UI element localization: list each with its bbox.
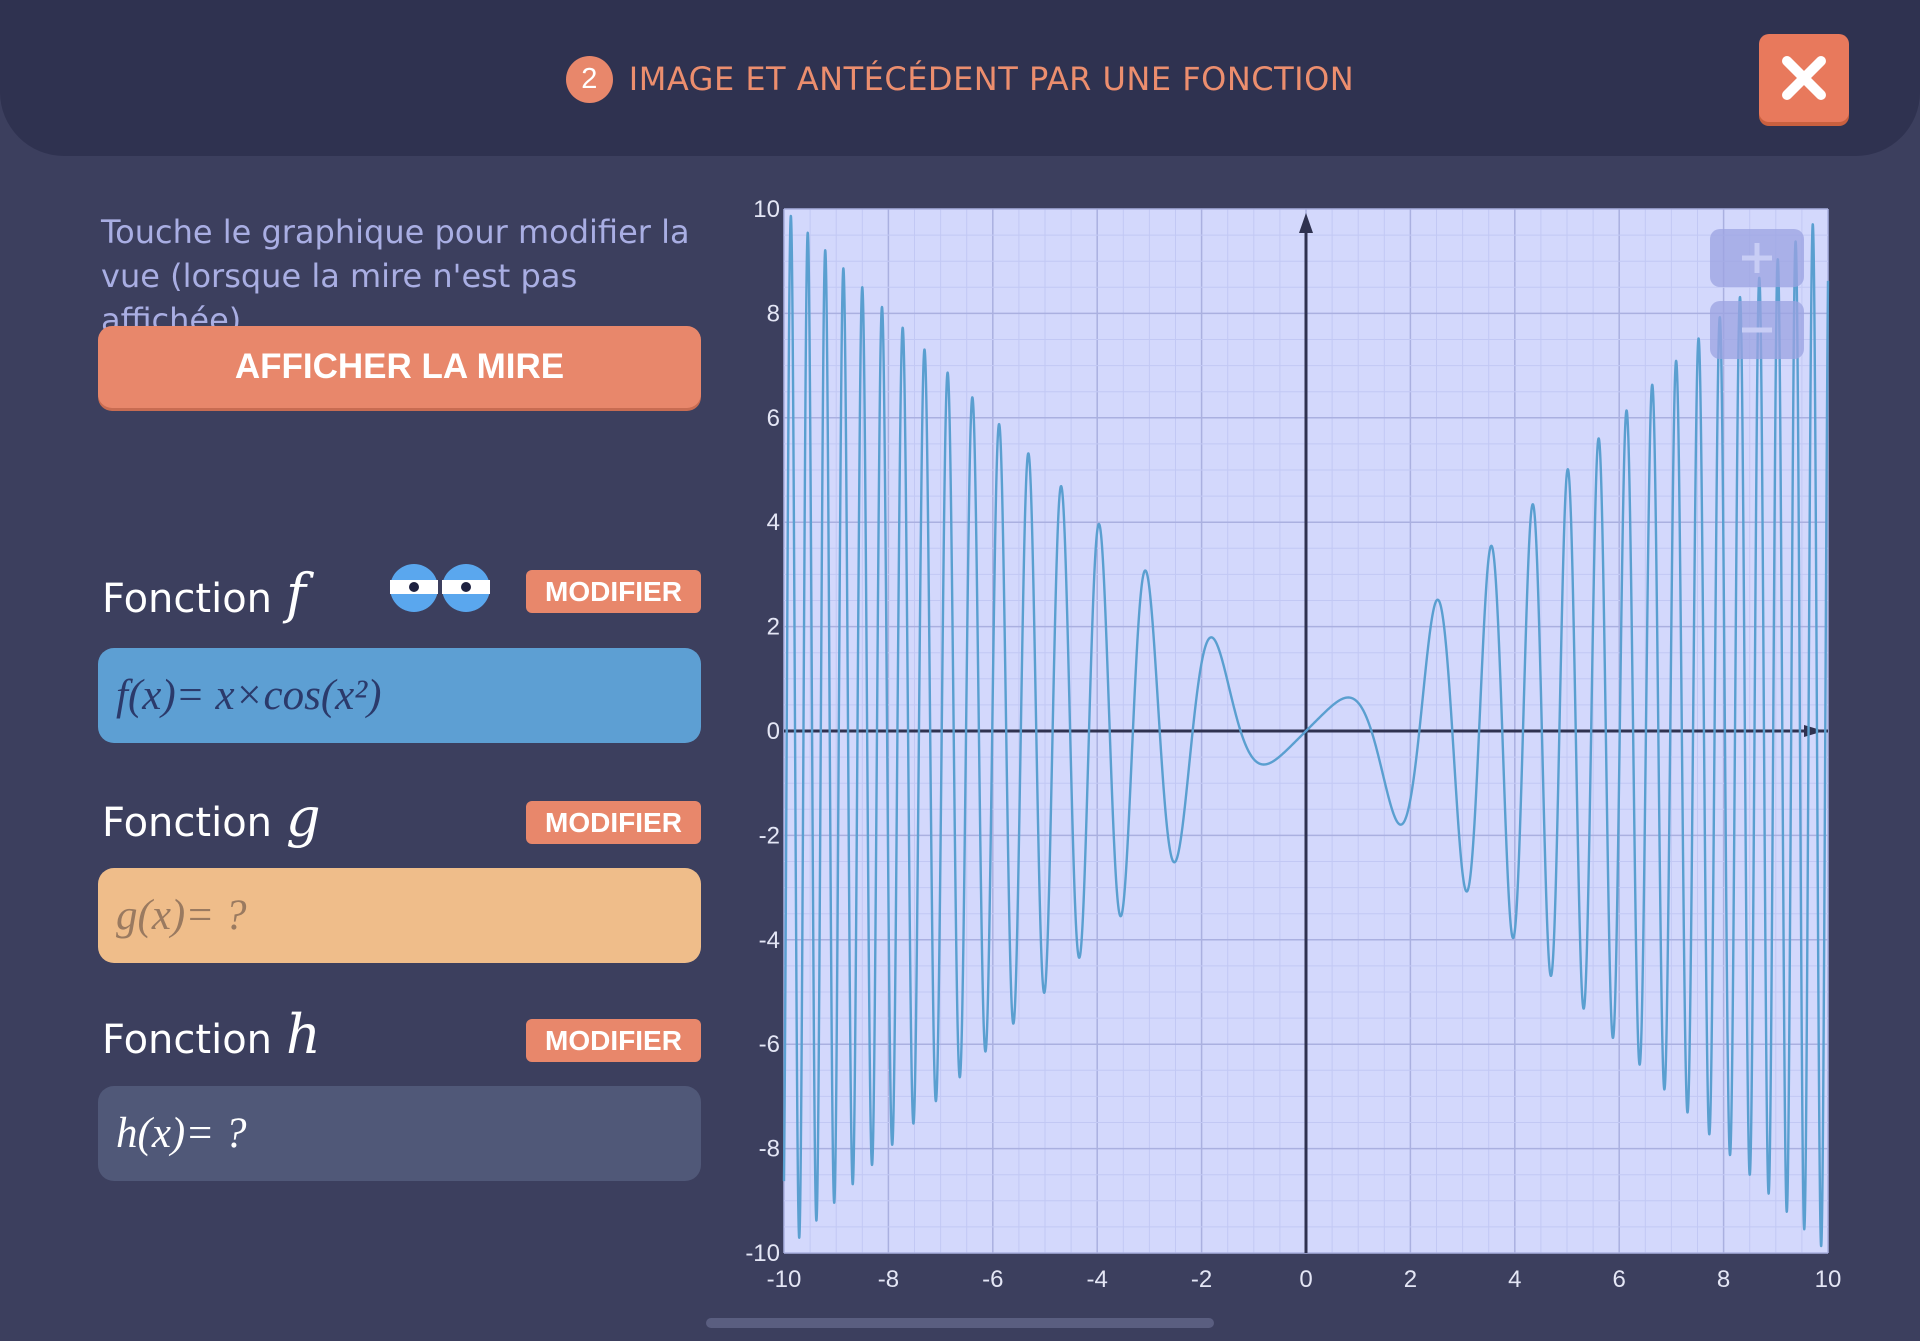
function-f-label: Fonction f: [102, 562, 306, 625]
function-f-label-text: Fonction: [102, 576, 273, 622]
function-h-formula[interactable]: h(x)= ?: [98, 1086, 701, 1181]
title-area: 2 IMAGE ET ANTÉCÉDENT PAR UNE FONCTION: [0, 52, 1920, 106]
y-axis-arrow: [1299, 213, 1313, 233]
y-tick-label: -8: [759, 1136, 780, 1163]
x-tick-label: 2: [1404, 1266, 1417, 1293]
function-f-curve: [782, 214, 1830, 1248]
y-tick-label: 2: [767, 614, 780, 641]
close-button[interactable]: [1759, 34, 1849, 122]
x-tick-label: 10: [1815, 1266, 1842, 1293]
horizontal-scrollbar[interactable]: [706, 1318, 1214, 1328]
close-x-icon: [1782, 56, 1826, 100]
y-tick-label: -10: [745, 1240, 780, 1267]
x-tick-label: -2: [1191, 1266, 1212, 1293]
y-tick-label: 0: [767, 718, 780, 745]
x-tick-label: 8: [1717, 1266, 1730, 1293]
step-badge: 2: [565, 55, 613, 103]
x-tick-label: 6: [1613, 1266, 1626, 1293]
modify-f-button[interactable]: MODIFIER: [526, 570, 701, 613]
modify-g-button[interactable]: MODIFIER: [526, 801, 701, 844]
function-g-label-text: Fonction: [102, 800, 273, 846]
instructions-line-1: Touche le graphique pour modifier la: [101, 213, 690, 251]
function-h-label-text: Fonction: [102, 1017, 273, 1063]
x-tick-label: -10: [767, 1266, 802, 1293]
function-graph[interactable]: -10 -8 -6 -4 -2 0 2 4 6 8 10 10 8 6 4 2 0 -2 -4 -6 -8 -10: [730, 190, 1850, 1300]
function-g-label: Fonction g: [102, 786, 321, 849]
function-g-letter: g: [286, 786, 321, 849]
instructions-text: Touche le graphique pour modifier la vue…: [101, 210, 721, 342]
x-tick-label: -8: [878, 1266, 899, 1293]
afficher-mire-button[interactable]: AFFICHER LA MIRE: [98, 326, 701, 408]
y-tick-label: 8: [767, 300, 780, 327]
function-f-letter: f: [286, 562, 307, 625]
y-tick-label: 4: [767, 509, 780, 536]
instructions-line-2: vue (lorsque la mire n'est pas affichée)…: [101, 257, 578, 339]
y-tick-label: -2: [759, 822, 780, 849]
function-g-formula[interactable]: g(x)= ?: [98, 868, 701, 963]
x-tick-label: 0: [1299, 1266, 1312, 1293]
x-tick-label: -4: [1087, 1266, 1108, 1293]
x-tick-label: 4: [1508, 1266, 1521, 1293]
y-tick-label: 10: [753, 196, 780, 223]
function-h-label: Fonction h: [102, 1003, 321, 1066]
modify-h-button[interactable]: MODIFIER: [526, 1019, 701, 1062]
x-tick-label: -6: [982, 1266, 1003, 1293]
function-h-letter: h: [286, 1003, 321, 1066]
y-tick-label: 6: [767, 405, 780, 432]
page-title: IMAGE ET ANTÉCÉDENT PAR UNE FONCTION: [628, 60, 1355, 98]
y-tick-label: -4: [759, 927, 780, 954]
header-bar: 2 IMAGE ET ANTÉCÉDENT PAR UNE FONCTION: [0, 0, 1920, 156]
function-f-formula[interactable]: f(x)= x×cos(x²): [98, 648, 701, 743]
graph-area[interactable]: -10 -8 -6 -4 -2 0 2 4 6 8 10 10 8 6 4 2 0 -2 -4 -6 -8 -10: [730, 190, 1850, 1304]
y-tick-label: -6: [759, 1031, 780, 1058]
eyes-icon[interactable]: [388, 562, 492, 614]
